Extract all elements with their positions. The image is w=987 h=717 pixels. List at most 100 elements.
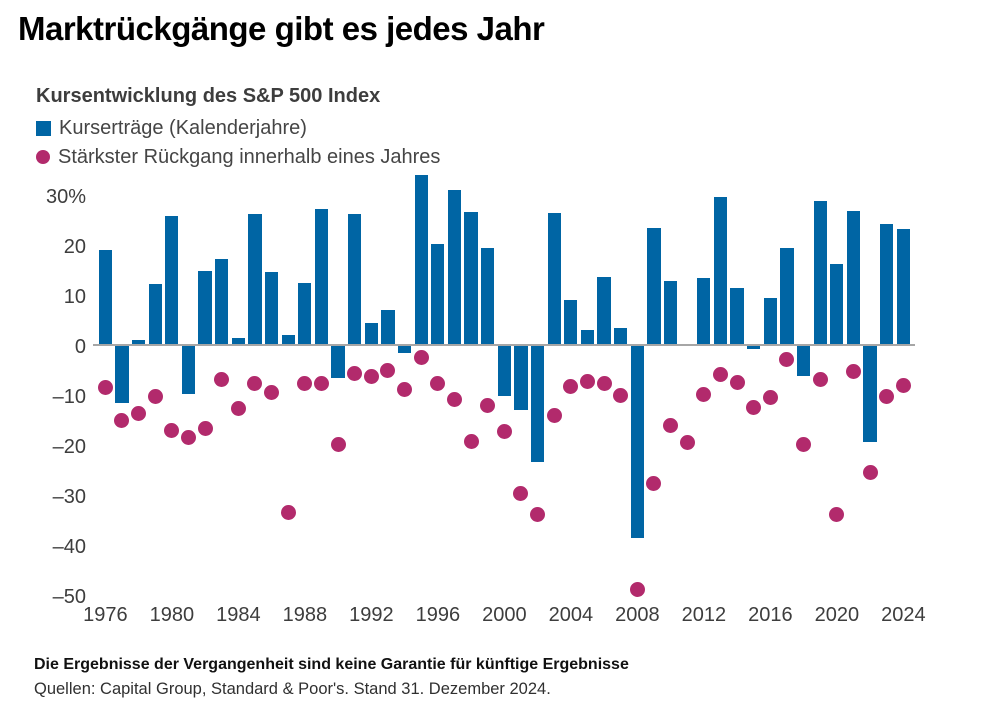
return-bar [348,213,362,345]
return-bar [431,243,445,345]
decline-dot [712,366,728,382]
x-tick-label: 2004 [548,604,594,626]
x-tick-label: 2000 [482,604,527,626]
return-bar [880,224,894,345]
decline-dot [397,382,413,397]
x-tick-label: 1984 [216,604,261,626]
decline-dot [430,375,446,391]
decline-dot [779,351,795,367]
decline-dot [214,372,230,387]
footer-sources: Quellen: Capital Group, Standard & Poor'… [34,680,551,698]
decline-dot [446,391,462,407]
decline-dot [563,378,579,394]
return-bar [647,227,661,345]
decline-dot [97,379,113,395]
decline-dot [530,506,546,522]
decline-dot [513,486,529,501]
return-bar [231,338,245,345]
return-bar [896,228,910,345]
y-tick-label: –40 [52,536,86,558]
return-bar [98,249,112,345]
x-tick-label: 1980 [149,604,195,626]
return-bar [281,335,295,345]
return-bar [131,339,146,345]
x-tick-label: 1976 [83,604,128,626]
decline-dot [696,387,712,402]
return-bar [481,247,495,345]
zero-axis-line [93,344,915,346]
y-tick-label: –30 [52,486,86,508]
decline-dot [347,366,363,381]
decline-dot [862,464,878,480]
decline-dot [313,375,329,391]
return-bar [364,322,378,345]
decline-dot [297,375,313,391]
y-tick-label: –10 [52,386,86,408]
decline-dot [679,434,695,450]
return-bar [564,300,578,345]
return-bar [331,345,345,378]
return-bar [248,213,262,345]
return-bar [198,271,212,345]
y-tick-label: –20 [52,436,86,458]
page-title: Marktrückgänge gibt es jedes Jahr [18,10,545,47]
decline-dot [762,390,778,405]
decline-dot [197,420,213,436]
x-tick-label: 2024 [881,604,926,626]
decline-dot [114,412,130,428]
return-bar [530,345,545,462]
decline-dot [646,475,662,491]
decline-dot [131,405,147,421]
decline-dot [280,505,296,520]
decline-dot [879,389,895,404]
decline-dot [812,371,828,387]
decline-dot [147,388,163,404]
y-tick-label: 30% [45,186,86,208]
return-bar [215,258,229,345]
legend-label-declines: Stärkster Rückgang innerhalb eines Jahre… [58,145,441,168]
return-bar [813,200,827,345]
return-bar [298,283,312,345]
legend-label-returns: Kurserträge (Kalenderjahre) [59,116,307,139]
bar-series-swatch-icon [36,120,51,136]
return-bar [713,197,728,345]
legend-item-returns: Kurserträge (Kalenderjahre) [36,117,307,139]
decline-dot [796,436,812,452]
x-tick-label: 2020 [814,604,860,626]
x-tick-label: 2008 [615,604,660,626]
decline-dot [480,398,496,413]
decline-dot [596,376,612,391]
x-tick-label: 1988 [282,604,328,626]
return-bar [614,327,628,345]
return-bar [314,208,329,345]
decline-dot [413,350,429,365]
return-bar [148,283,162,345]
return-bar [630,345,644,538]
decline-dot [180,429,196,445]
decline-dot [729,374,745,390]
decline-dot [579,373,595,389]
decline-dot [546,408,562,423]
decline-dot [330,437,346,452]
decline-dot [496,423,512,439]
x-tick-label: 1996 [415,604,461,626]
return-bar [597,277,611,345]
return-bar [464,211,478,345]
return-bar [514,345,528,410]
decline-dot [230,401,246,416]
return-bar [497,345,511,396]
return-bar [181,345,196,394]
return-bar [447,190,462,345]
decline-dot [845,363,861,379]
decline-dot [663,417,679,433]
legend-item-declines: Stärkster Rückgang innerhalb eines Jahre… [36,146,440,168]
return-bar [663,281,678,345]
y-tick-label: 0 [74,336,86,358]
x-tick-label: 2016 [748,604,793,626]
return-bar [264,272,279,345]
x-tick-label: 2012 [681,604,727,626]
decline-dot [629,581,645,597]
return-bar [580,330,595,345]
